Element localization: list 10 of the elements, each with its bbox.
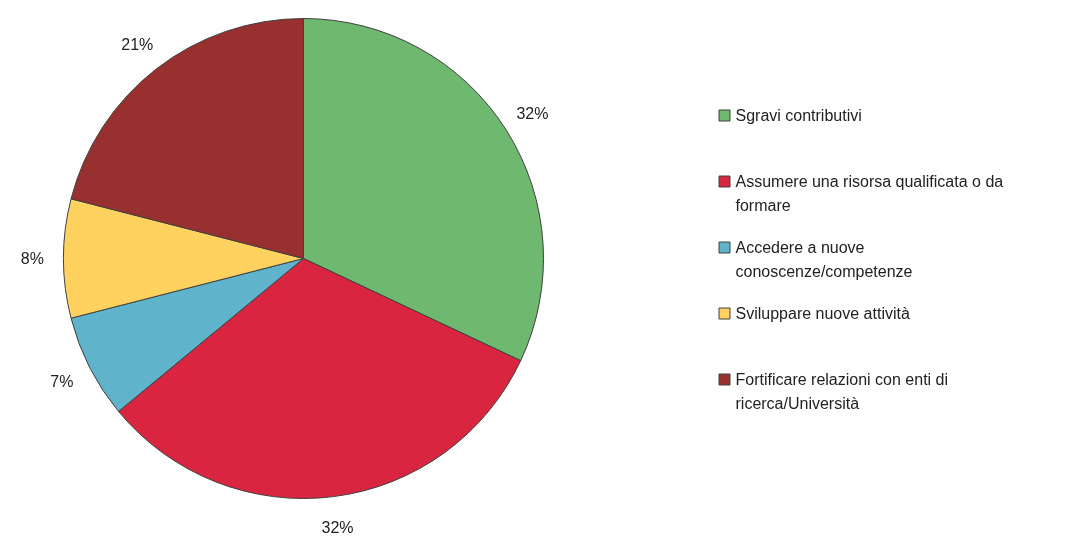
legend-label: Fortificare relazioni con enti di ricerca/Università: [735, 371, 949, 412]
data-label: 32%: [321, 519, 354, 537]
legend-label: Accedere a nuove conoscenze/competenze: [735, 239, 913, 280]
data-label: 7%: [50, 373, 74, 391]
data-label: 32%: [516, 104, 549, 122]
data-label: 8%: [20, 250, 44, 267]
legend-label: Assumere una risorsa qualificata o da formare: [735, 173, 1004, 214]
legend-label: Sviluppare nuove attività: [735, 305, 910, 322]
data-label: 21%: [121, 35, 154, 53]
legend-label: Sgravi contributivi: [735, 107, 862, 124]
